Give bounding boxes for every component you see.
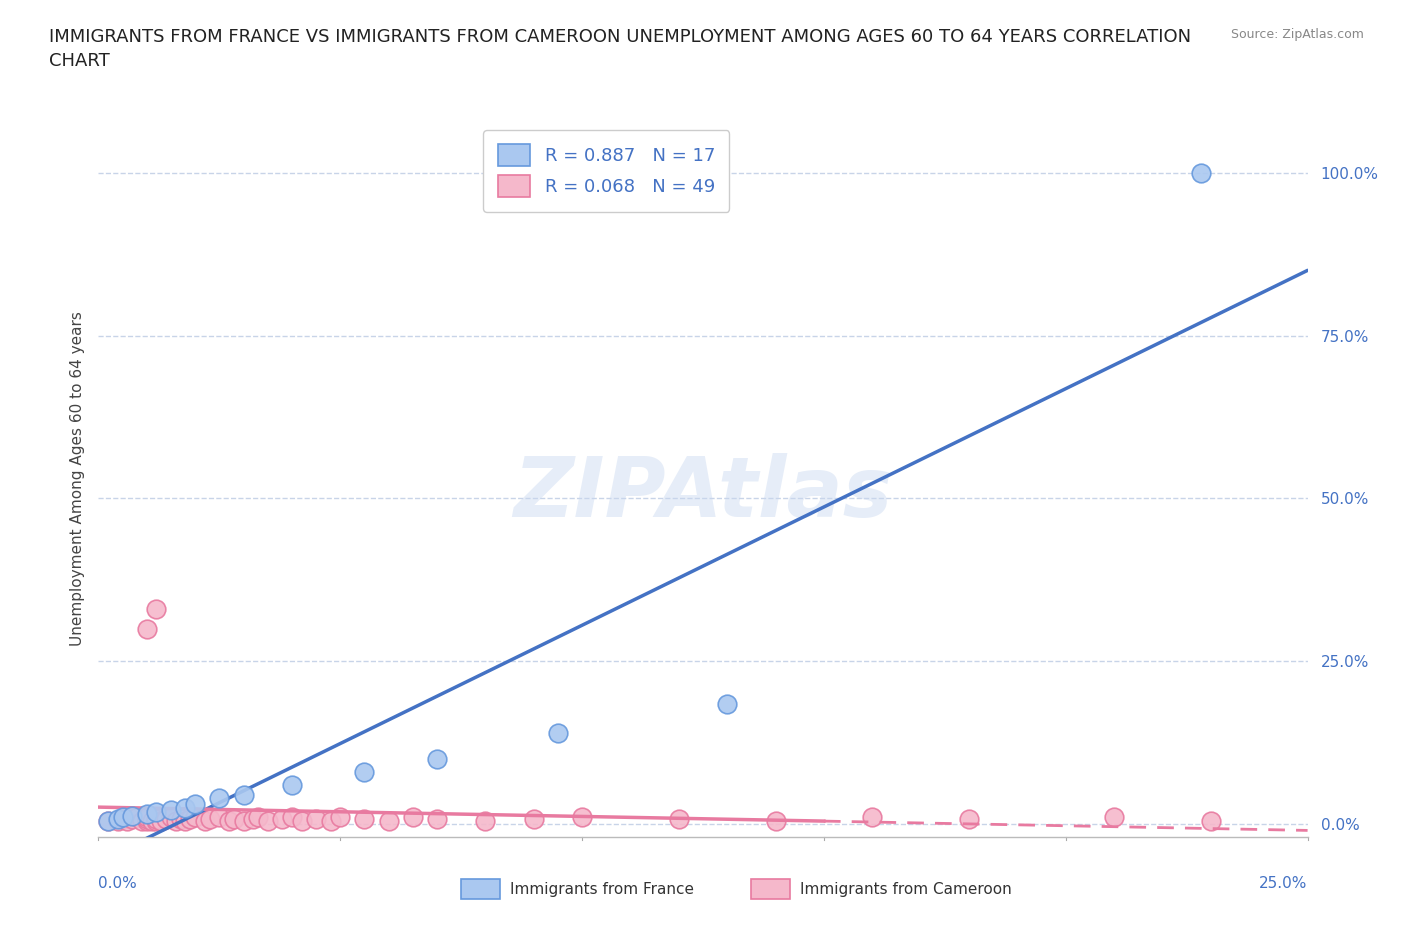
Point	[208, 810, 231, 825]
Text: ZIPAtlas: ZIPAtlas	[513, 453, 893, 534]
Point	[474, 813, 496, 829]
Point	[668, 811, 690, 826]
Point	[111, 810, 134, 825]
Point	[135, 813, 157, 829]
Point	[141, 813, 163, 829]
Point	[523, 811, 546, 826]
Point	[198, 811, 221, 826]
Point	[256, 813, 278, 829]
Point	[165, 813, 187, 829]
Point	[305, 811, 328, 826]
Point	[107, 813, 129, 829]
Point	[97, 813, 120, 829]
Point	[184, 810, 207, 825]
Y-axis label: Unemployment Among Ages 60 to 64 years: Unemployment Among Ages 60 to 64 years	[69, 312, 84, 646]
Point	[121, 811, 143, 826]
Point	[290, 813, 312, 829]
Point	[232, 787, 254, 802]
Point	[111, 811, 134, 826]
Point	[117, 813, 139, 829]
Point	[107, 811, 129, 826]
Point	[127, 810, 149, 825]
Text: Source: ZipAtlas.com: Source: ZipAtlas.com	[1230, 28, 1364, 41]
Point	[135, 810, 157, 825]
Text: 25.0%: 25.0%	[1260, 876, 1308, 891]
Point	[174, 800, 197, 815]
Point	[426, 811, 449, 826]
Point	[957, 811, 980, 826]
Point	[208, 790, 231, 805]
FancyBboxPatch shape	[751, 879, 790, 899]
Point	[160, 810, 183, 825]
Point	[155, 811, 177, 826]
Point	[353, 811, 375, 826]
Point	[353, 764, 375, 779]
Point	[1102, 810, 1125, 825]
Point	[242, 811, 264, 826]
Point	[135, 811, 157, 826]
Point	[145, 811, 167, 826]
Point	[135, 807, 157, 822]
Point	[121, 809, 143, 824]
Point	[377, 813, 399, 829]
Point	[860, 810, 883, 825]
Point	[426, 751, 449, 766]
Point	[319, 813, 342, 829]
Text: Immigrants from France: Immigrants from France	[509, 882, 693, 897]
Point	[247, 810, 270, 825]
Text: IMMIGRANTS FROM FRANCE VS IMMIGRANTS FROM CAMEROON UNEMPLOYMENT AMONG AGES 60 TO: IMMIGRANTS FROM FRANCE VS IMMIGRANTS FRO…	[49, 28, 1191, 70]
Point	[184, 797, 207, 812]
Point	[222, 811, 245, 826]
Point	[174, 813, 197, 829]
Point	[145, 813, 167, 829]
Point	[232, 813, 254, 829]
Point	[716, 696, 738, 711]
Legend: R = 0.887   N = 17, R = 0.068   N = 49: R = 0.887 N = 17, R = 0.068 N = 49	[484, 130, 730, 212]
Point	[194, 813, 217, 829]
Point	[402, 810, 425, 825]
FancyBboxPatch shape	[461, 879, 501, 899]
Point	[179, 811, 201, 826]
Point	[135, 621, 157, 636]
Point	[329, 810, 352, 825]
Point	[547, 725, 569, 740]
Point	[571, 810, 593, 825]
Point	[97, 813, 120, 829]
Point	[1189, 166, 1212, 180]
Point	[145, 804, 167, 819]
Point	[169, 811, 191, 826]
Point	[281, 777, 304, 792]
Point	[765, 813, 787, 829]
Point	[218, 813, 240, 829]
Point	[145, 602, 167, 617]
Point	[160, 803, 183, 817]
Point	[271, 811, 294, 826]
Point	[281, 810, 304, 825]
Point	[150, 813, 173, 829]
Text: 0.0%: 0.0%	[98, 876, 138, 891]
Point	[1199, 813, 1222, 829]
Text: Immigrants from Cameroon: Immigrants from Cameroon	[800, 882, 1011, 897]
Point	[131, 813, 153, 829]
